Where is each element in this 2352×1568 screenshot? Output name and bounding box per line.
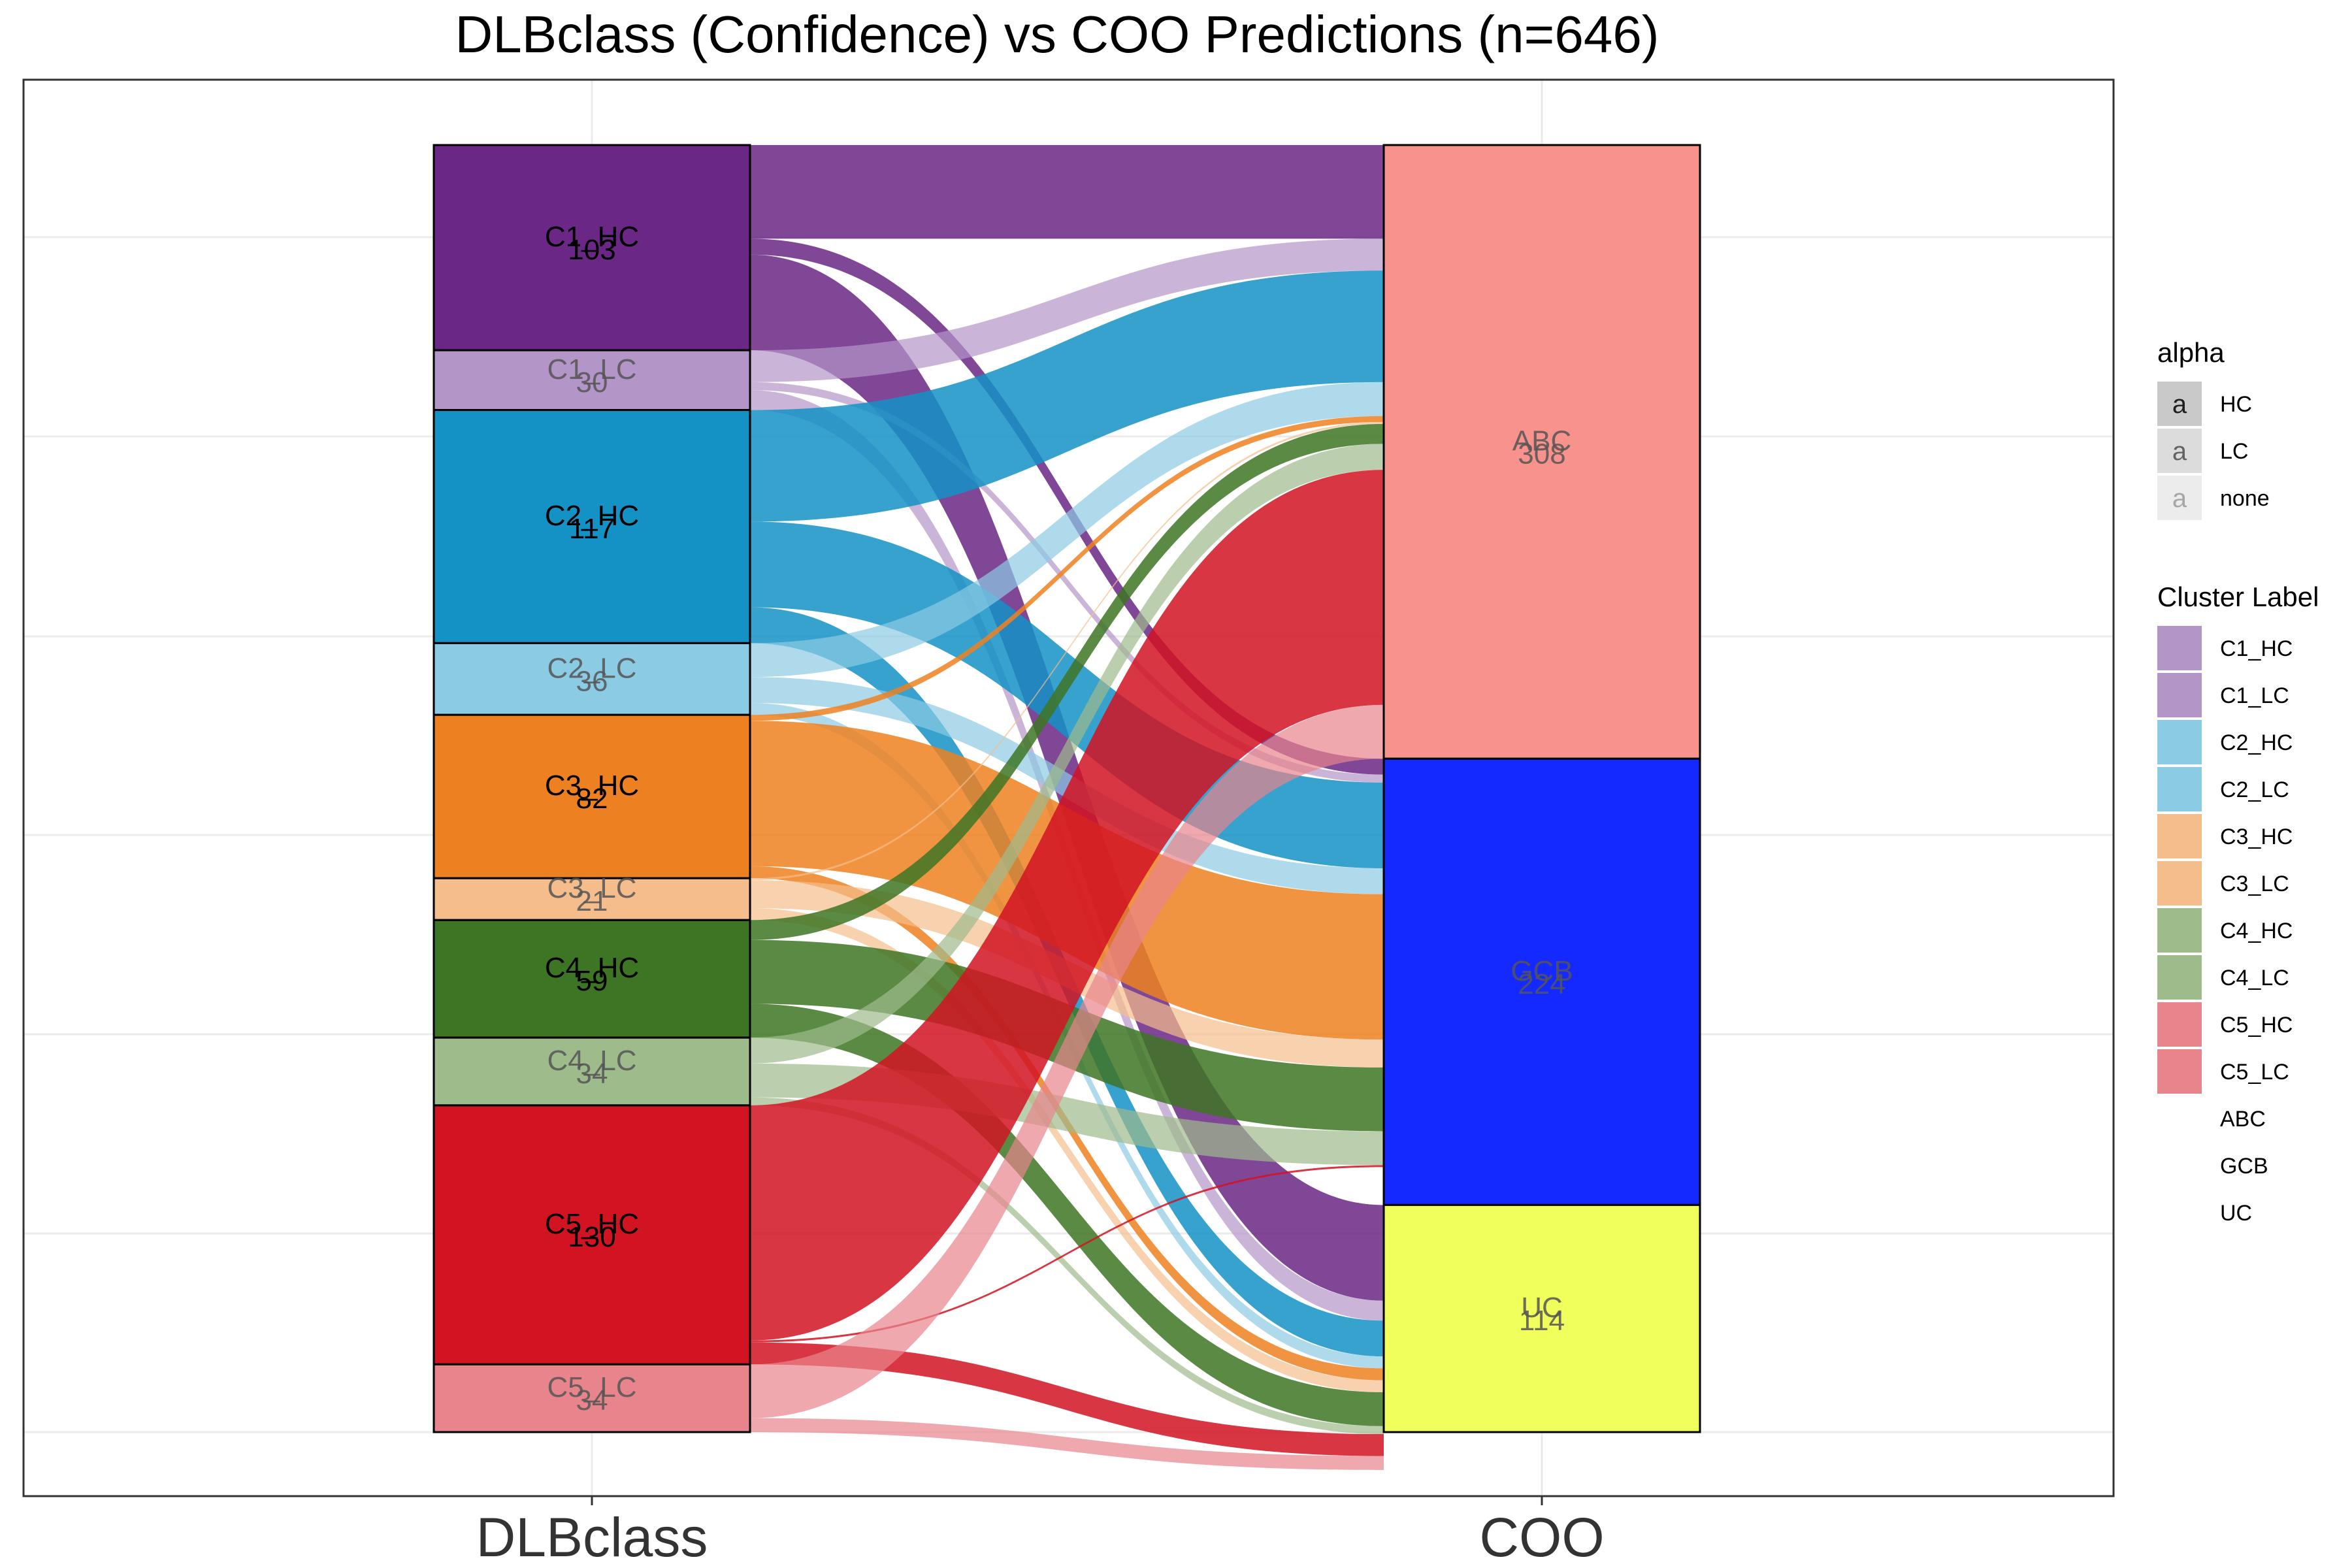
- stratum-label: C2_HC: [545, 500, 639, 532]
- legend-cluster-label: C1_HC: [2220, 636, 2293, 661]
- stratum-label: C2_LC: [547, 652, 637, 684]
- legend-alpha-glyph: a: [2172, 484, 2187, 513]
- flow-c5-hc-to-gcb: [750, 1165, 1384, 1343]
- stratum-uc: [1382, 1203, 1701, 1433]
- legend-cluster-key: [2157, 1049, 2202, 1094]
- stratum-count: 21: [576, 885, 608, 917]
- stratum-label: GCB: [1511, 955, 1573, 987]
- stratum-count: 59: [576, 965, 608, 997]
- flow-c5-lc-to-uc: [750, 1418, 1384, 1470]
- flow-c3-hc-to-abc: [750, 416, 1384, 721]
- legend-cluster-title: Cluster Label: [2157, 581, 2319, 612]
- flow-c5-hc-to-uc: [750, 1342, 1384, 1456]
- stratum-c5-hc: [433, 1104, 751, 1365]
- legend-alpha-label: LC: [2220, 439, 2248, 464]
- flow-c2-hc-to-abc: [750, 270, 1384, 522]
- legend-cluster-label: C5_LC: [2220, 1060, 2289, 1085]
- legend-cluster-key: [2157, 673, 2202, 717]
- legend: alpha a HC a LC a none Cluster Label C1_HC C1_LC C…: [2157, 337, 2319, 1226]
- stratum-label: C5_LC: [547, 1371, 637, 1403]
- legend-alpha-key: [2157, 382, 2202, 426]
- legend-cluster-label: GCB: [2220, 1154, 2268, 1179]
- legend-cluster-key: [2157, 720, 2202, 764]
- flow-c1-lc-to-abc: [750, 238, 1384, 382]
- stratum-c5-lc: [433, 1363, 751, 1433]
- stratum-label: C4_HC: [545, 952, 639, 984]
- legend-alpha-key: [2157, 429, 2202, 473]
- x-tick-label: DLBclass: [476, 1507, 708, 1568]
- flows-layer: [750, 145, 1384, 1470]
- legend-cluster-label: C4_LC: [2220, 966, 2289, 990]
- stratum-label: C3_HC: [545, 770, 639, 802]
- stratum-count: 34: [576, 1058, 608, 1090]
- flow-c5-lc-to-abc: [750, 704, 1384, 1418]
- panel-border: [22, 78, 2115, 1497]
- flow-c3-lc-to-uc: [750, 907, 1384, 1393]
- stratum-label: UC: [1521, 1292, 1563, 1324]
- stratum-count: 224: [1518, 968, 1565, 1000]
- legend-cluster-label: ABC: [2220, 1107, 2266, 1132]
- legend-cluster-label: UC: [2220, 1201, 2252, 1226]
- stratum-count: 130: [568, 1221, 615, 1253]
- legend-cluster-key: [2157, 861, 2202, 906]
- legend-cluster-label: C3_HC: [2220, 825, 2293, 849]
- stratum-c2-hc: [433, 409, 751, 644]
- legend-cluster-label: C3_LC: [2220, 872, 2289, 896]
- legend-cluster-key: [2157, 1002, 2202, 1047]
- stratum-count: 308: [1518, 438, 1565, 470]
- stratum-count: 34: [576, 1384, 608, 1416]
- chart-title: DLBclass (Confidence) vs COO Predictions…: [455, 5, 1659, 63]
- legend-alpha-label: none: [2220, 486, 2270, 511]
- stratum-c1-lc: [433, 349, 751, 412]
- stratum-label: C4_LC: [547, 1045, 637, 1077]
- legend-cluster-key: [2157, 955, 2202, 1000]
- flow-c1-lc-to-gcb: [750, 382, 1384, 783]
- stratum-c3-lc: [433, 877, 751, 921]
- stratum-c4-hc: [433, 919, 751, 1039]
- legend-alpha-label: HC: [2220, 392, 2252, 417]
- stratum-label: C1_HC: [545, 221, 639, 253]
- stratum-count: 114: [1519, 1305, 1565, 1337]
- legend-cluster-label: C2_LC: [2220, 777, 2289, 802]
- legend-cluster-label: C5_HC: [2220, 1013, 2293, 1037]
- x-axis: DLBclass COO: [476, 1496, 1605, 1568]
- legend-alpha-glyph: a: [2172, 390, 2187, 419]
- legend-cluster-key: [2157, 814, 2202, 858]
- stratum-gcb: [1382, 757, 1701, 1206]
- flow-c1-hc-to-gcb: [750, 238, 1384, 775]
- flow-c2-lc-to-abc: [750, 382, 1384, 678]
- flow-c4-hc-to-uc: [750, 1004, 1384, 1426]
- legend-cluster-key: [2157, 626, 2202, 670]
- legend-cluster-label: C4_HC: [2220, 919, 2293, 943]
- stratum-label: C3_LC: [547, 872, 637, 904]
- stratum-count: 82: [576, 783, 608, 815]
- x-tick-label: COO: [1479, 1507, 1604, 1568]
- legend-cluster-label: C1_LC: [2220, 683, 2289, 708]
- stratum-count: 103: [568, 234, 615, 266]
- flow-c2-lc-to-gcb: [750, 677, 1384, 894]
- stratum-label: C1_LC: [547, 353, 637, 385]
- flow-c5-hc-to-abc: [750, 470, 1384, 1341]
- stratum-label: ABC: [1512, 425, 1571, 457]
- stratum-count: 36: [576, 665, 608, 697]
- stratum-abc: [1382, 144, 1701, 760]
- stratum-count: 117: [569, 513, 615, 545]
- stratum-c4-lc: [433, 1036, 751, 1107]
- legend-cluster-label: C2_HC: [2220, 730, 2293, 755]
- legend-cluster-key: [2157, 767, 2202, 811]
- flow-c4-lc-to-abc: [750, 444, 1384, 1064]
- flow-c4-lc-to-uc: [750, 1097, 1384, 1435]
- stratum-label: C5_HC: [545, 1208, 639, 1240]
- legend-alpha-key: [2157, 476, 2202, 520]
- stratum-c1-hc: [433, 144, 751, 351]
- flow-c4-hc-to-abc: [750, 423, 1384, 940]
- flow-c3-lc-to-abc: [750, 421, 1384, 881]
- legend-alpha-glyph: a: [2172, 437, 2187, 466]
- flow-c1-hc-to-abc: [750, 145, 1384, 239]
- legend-alpha-title: alpha: [2157, 337, 2225, 368]
- stratum-count: 30: [576, 367, 608, 399]
- legend-cluster-key: [2157, 908, 2202, 953]
